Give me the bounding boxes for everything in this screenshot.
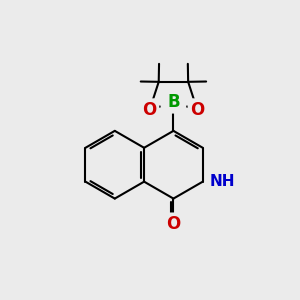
Text: B: B	[167, 93, 180, 111]
Text: O: O	[166, 215, 181, 233]
Text: O: O	[190, 101, 204, 119]
Text: O: O	[142, 101, 157, 119]
Text: NH: NH	[210, 174, 236, 189]
